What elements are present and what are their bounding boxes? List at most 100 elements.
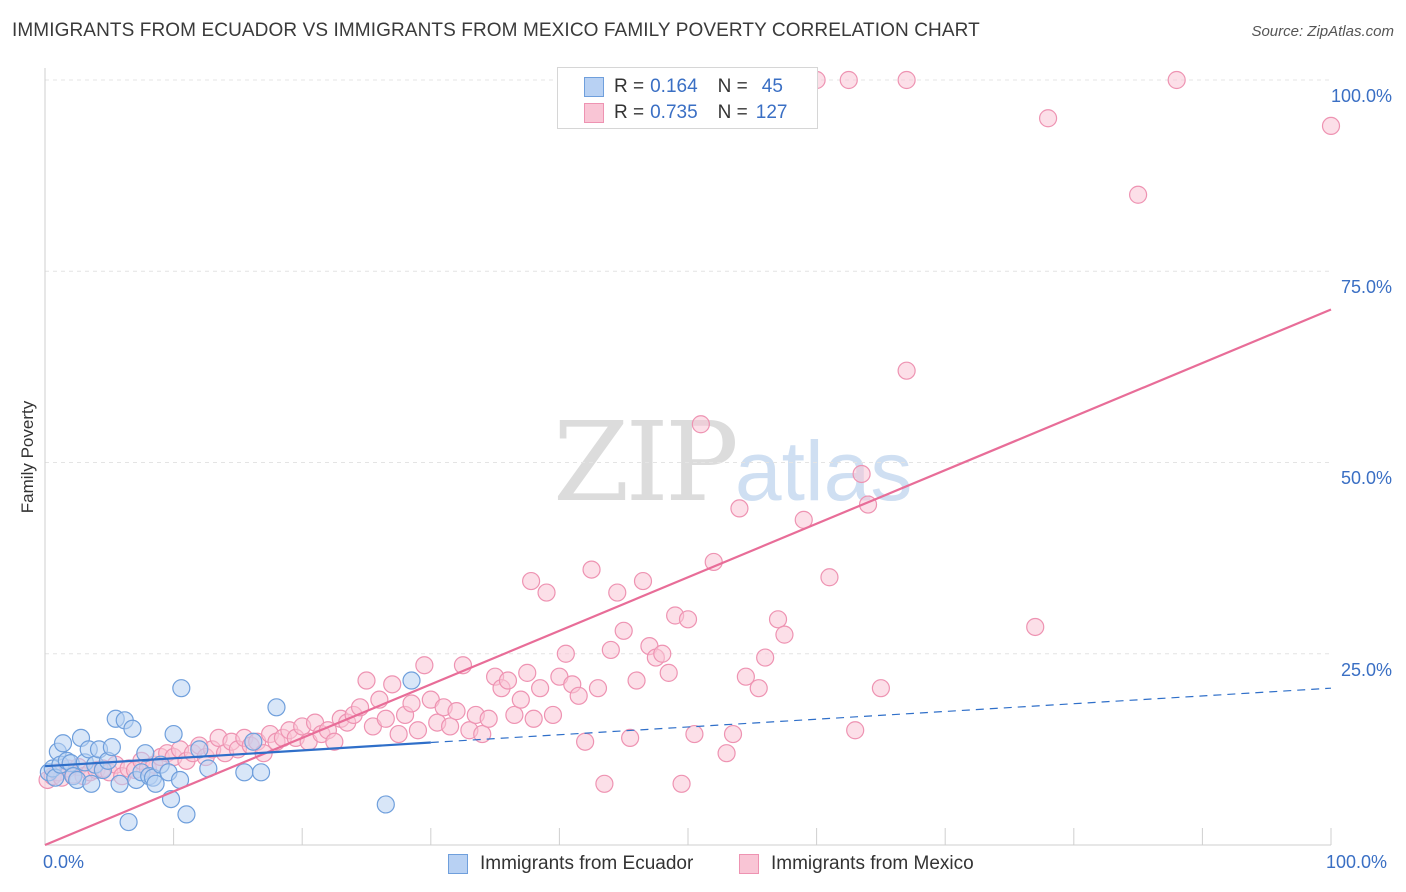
grid (45, 79, 1331, 655)
mexico-points (38, 70, 1341, 793)
mexico-point (498, 671, 518, 690)
mexico-point (775, 625, 794, 644)
mexico-point (531, 679, 550, 698)
mexico-point (408, 721, 428, 740)
ecuador-point (235, 763, 254, 782)
ecuador-points (39, 671, 421, 832)
mexico-point (672, 774, 691, 793)
ecuador-swatch (584, 77, 604, 97)
ecuador-point (136, 744, 155, 763)
x-tick-label: 100.0% (1326, 852, 1388, 872)
mexico-point (846, 721, 865, 740)
ecuador-point (146, 774, 165, 793)
ecuador-point (102, 737, 121, 757)
mexico-point (820, 568, 839, 587)
y-axis-label: Family Poverty (18, 400, 37, 514)
mexico-swatch (584, 103, 604, 123)
mexico-legend-label: Immigrants from Mexico (771, 853, 974, 874)
mexico-point (633, 571, 653, 591)
mexico-point (608, 583, 627, 602)
mexico-point (505, 705, 524, 725)
mexico-point (614, 621, 633, 640)
source-credit: Source: ZipAtlas.com (1251, 23, 1394, 40)
mexico-point (621, 728, 640, 748)
mexico-n-value: 127 (755, 102, 788, 123)
mexico-point (473, 724, 492, 744)
ecuador-point (110, 774, 129, 793)
y-tick-label: 75.0% (1340, 277, 1392, 297)
mexico-point (325, 732, 344, 751)
mexico-point (691, 415, 710, 434)
mexico-point (897, 361, 916, 380)
mexico-point (685, 724, 704, 744)
y-tick-label: 25.0% (1340, 660, 1392, 680)
ecuador-trend-line-extension (430, 687, 1332, 744)
mexico-point (1167, 70, 1186, 90)
ecuador-legend-swatch (448, 854, 468, 874)
ecuador-point (244, 732, 263, 751)
ecuador-point (82, 774, 101, 793)
mexico-point (756, 648, 775, 667)
mexico-point (582, 560, 601, 579)
legend-row-mexico: R = 0.735 N = 127 (584, 100, 787, 126)
ecuador-point (190, 740, 209, 759)
mexico-point (736, 667, 755, 686)
mexico-point (511, 690, 530, 709)
ecuador-n-value: 45 (761, 76, 783, 97)
ecuador-point (267, 698, 286, 717)
ecuador-point (164, 724, 183, 744)
mexico-point (653, 644, 672, 663)
mexico-point (522, 571, 541, 591)
mexico-point (1128, 185, 1148, 204)
mexico-point (389, 724, 408, 744)
mexico-point (576, 732, 595, 751)
ecuador-point (376, 795, 395, 814)
ecuador-point (53, 734, 73, 753)
mexico-point (595, 774, 614, 793)
mexico-point (588, 679, 608, 698)
ecuador-point (402, 671, 421, 690)
mexico-point (479, 709, 498, 728)
trend-lines (44, 308, 1332, 847)
legend-row-ecuador: R = 0.164 N = 45 (584, 74, 783, 100)
mexico-point (678, 610, 698, 629)
mexico-point (1321, 116, 1341, 136)
mexico-point (601, 640, 620, 660)
mexico-point (543, 705, 563, 725)
mexico-point (749, 679, 768, 698)
ecuador-point (251, 763, 271, 782)
mexico-point (447, 702, 466, 721)
mexico-point (376, 709, 395, 728)
mexico-point (627, 671, 646, 690)
mexico-point (723, 724, 743, 744)
mexico-point (402, 694, 421, 713)
mexico-point (537, 583, 556, 602)
x-tick-label: 0.0% (43, 852, 85, 872)
mexico-point (524, 709, 543, 728)
mexico-r-value: 0.735 (650, 102, 698, 123)
bottom-legend-ecuador: Immigrants from Ecuador (448, 851, 693, 877)
mexico-point (440, 717, 460, 736)
mexico-point (659, 663, 678, 682)
mexico-point (730, 499, 749, 518)
mexico-legend-swatch (739, 854, 759, 874)
mexico-point (768, 610, 788, 629)
ecuador-legend-label: Immigrants from Ecuador (480, 853, 694, 874)
mexico-point (415, 656, 434, 675)
mexico-point (357, 671, 376, 690)
mexico-point (1038, 109, 1058, 128)
bottom-legend-mexico: Immigrants from Mexico (739, 851, 974, 877)
mexico-point (839, 70, 858, 90)
x-axis-ticks (44, 828, 1332, 845)
ecuador-r-value: 0.164 (650, 76, 698, 97)
y-tick-label: 100.0% (1330, 86, 1392, 106)
ecuador-trend-line (44, 741, 431, 768)
mexico-point (717, 744, 736, 763)
mexico-point (871, 679, 891, 698)
mexico-point (518, 663, 537, 682)
y-tick-label: 50.0% (1340, 468, 1392, 488)
ecuador-point (172, 679, 191, 698)
mexico-point (1026, 617, 1045, 637)
mexico-trend-line (44, 308, 1332, 847)
ecuador-point (119, 812, 138, 832)
